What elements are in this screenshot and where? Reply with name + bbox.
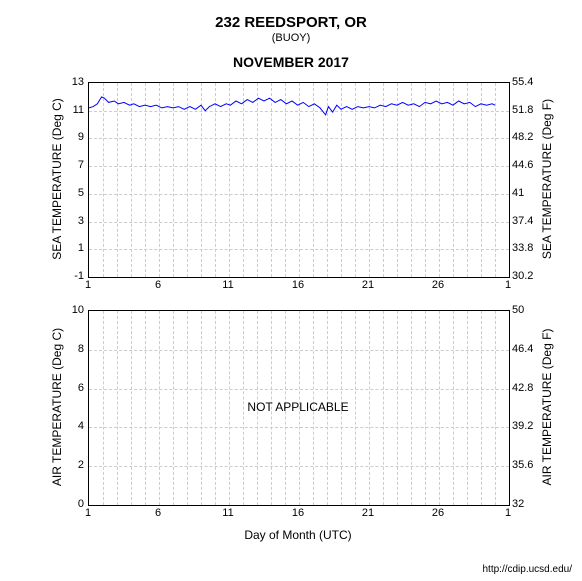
ytick-right: 51.8 (512, 104, 533, 116)
xtick: 6 (148, 279, 168, 291)
xtick: 16 (288, 279, 308, 291)
ytick-left: 10 (54, 304, 84, 316)
chart2-ylabel-right: AIR TEMPERATURE (Deg F) (540, 310, 554, 504)
not-applicable-text: NOT APPLICABLE (88, 400, 508, 414)
ytick-left: 3 (54, 215, 84, 227)
xtick: 21 (358, 279, 378, 291)
ytick-right: 48.2 (512, 131, 533, 143)
xtick: 11 (218, 507, 238, 519)
ytick-left: 5 (54, 187, 84, 199)
page-subtitle: (BUOY) (0, 31, 582, 44)
ytick-right: 44.6 (512, 159, 533, 171)
page-title: 232 REEDSPORT, OR (0, 0, 582, 31)
xtick: 26 (428, 279, 448, 291)
footer-url: http://cdip.ucsd.edu/ (482, 564, 572, 575)
chart-container: 232 REEDSPORT, OR (BUOY) NOVEMBER 2017 S… (0, 0, 582, 581)
xtick: 21 (358, 507, 378, 519)
ytick-left: 8 (54, 343, 84, 355)
xtick: 1 (78, 279, 98, 291)
xtick: 6 (148, 507, 168, 519)
ytick-left: 6 (54, 382, 84, 394)
xtick: 1 (78, 507, 98, 519)
ytick-right: 42.8 (512, 382, 533, 394)
ytick-left: 11 (54, 104, 84, 116)
chart1-ylabel-right: SEA TEMPERATURE (Deg F) (540, 82, 554, 276)
ytick-right: 46.4 (512, 343, 533, 355)
ytick-right: 37.4 (512, 215, 533, 227)
xtick: 11 (218, 279, 238, 291)
ytick-left: 2 (54, 459, 84, 471)
month-title: NOVEMBER 2017 (0, 44, 582, 70)
xtick: 1 (498, 507, 518, 519)
ytick-left: 1 (54, 242, 84, 254)
xaxis-label: Day of Month (UTC) (88, 528, 508, 542)
chart2-ylabel-left: AIR TEMPERATURE (Deg C) (50, 310, 64, 504)
ytick-right: 35.6 (512, 459, 533, 471)
ytick-left: 4 (54, 420, 84, 432)
ytick-right: 33.8 (512, 242, 533, 254)
ytick-right: 50 (512, 304, 524, 316)
ytick-left: 13 (54, 76, 84, 88)
ytick-right: 41 (512, 187, 524, 199)
xtick: 26 (428, 507, 448, 519)
ytick-left: 7 (54, 159, 84, 171)
xtick: 1 (498, 279, 518, 291)
ytick-right: 39.2 (512, 420, 533, 432)
xtick: 16 (288, 507, 308, 519)
sea-temperature-chart (88, 82, 510, 278)
ytick-right: 55.4 (512, 76, 533, 88)
data-line (89, 83, 509, 277)
ytick-left: 9 (54, 131, 84, 143)
